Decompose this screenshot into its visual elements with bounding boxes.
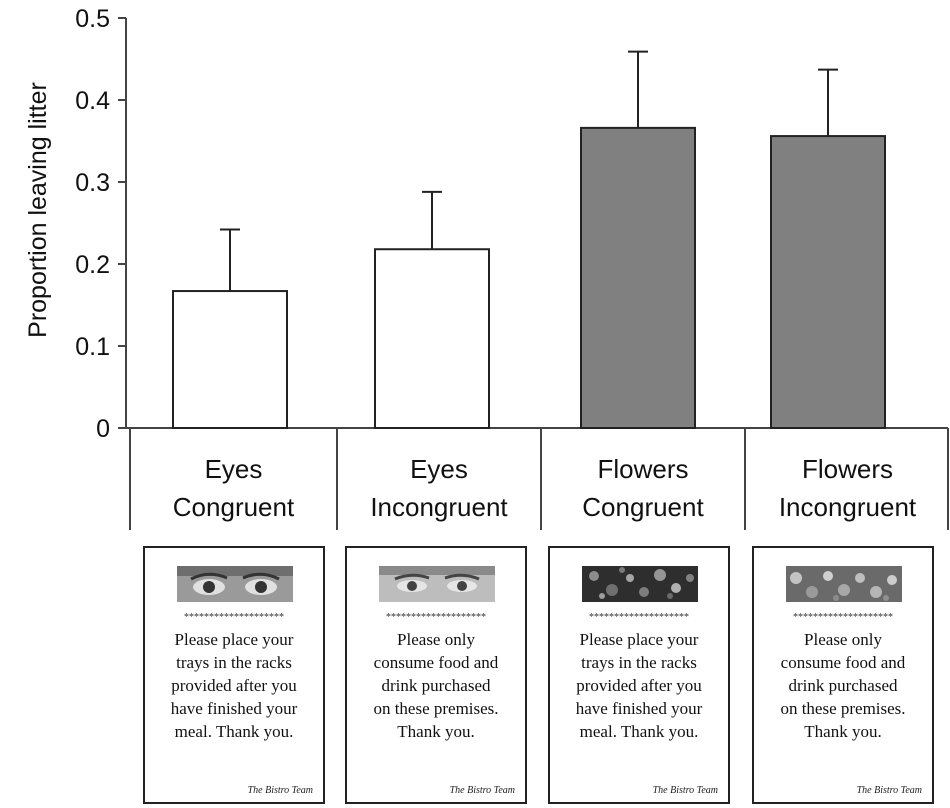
bar <box>173 291 287 428</box>
sign-text: Please only consume food and drink purch… <box>762 628 924 743</box>
category-line2: Incongruent <box>337 488 541 526</box>
category-label: Flowers Incongruent <box>745 450 950 526</box>
y-tick-label: 0.4 <box>75 87 110 115</box>
sign-signature: The Bistro Team <box>248 785 313 796</box>
sign-text: Please place your trays in the racks pro… <box>558 628 720 743</box>
flowers-photo <box>786 566 902 602</box>
category-line1: Flowers <box>541 450 745 488</box>
bar <box>581 128 695 428</box>
sign-signature: The Bistro Team <box>857 785 922 796</box>
y-tick-label: 0.1 <box>75 333 110 361</box>
stars-divider: ******************** <box>347 612 525 623</box>
category-label: Flowers Congruent <box>541 450 745 526</box>
eyes-photo <box>379 566 495 602</box>
y-tick-label: 0.2 <box>75 251 110 279</box>
eyes-photo <box>177 566 293 602</box>
category-label: Eyes Incongruent <box>337 450 541 526</box>
flowers-photo <box>582 566 698 602</box>
sign-card: ******************** Please only consume… <box>752 546 934 804</box>
bar <box>771 136 885 428</box>
category-line1: Flowers <box>745 450 950 488</box>
y-tick-label: 0.5 <box>75 5 110 33</box>
bar <box>375 249 489 428</box>
category-label: Eyes Congruent <box>130 450 337 526</box>
category-line1: Eyes <box>337 450 541 488</box>
category-line2: Congruent <box>541 488 745 526</box>
category-line2: Congruent <box>130 488 337 526</box>
sign-signature: The Bistro Team <box>450 785 515 796</box>
y-tick-label: 0 <box>96 415 110 443</box>
category-line1: Eyes <box>130 450 337 488</box>
stars-divider: ******************** <box>145 612 323 623</box>
stars-divider: ******************** <box>550 612 728 623</box>
y-axis-label: Proportion leaving litter <box>24 82 52 338</box>
y-ticks: 0 0.1 0.2 0.3 0.4 0.5 <box>75 5 126 443</box>
y-tick-label: 0.3 <box>75 169 110 197</box>
sign-card: ******************** Please place your t… <box>143 546 325 804</box>
sign-text: Please place your trays in the racks pro… <box>153 628 315 743</box>
sign-card: ******************** Please only consume… <box>345 546 527 804</box>
bars <box>173 52 885 428</box>
stars-divider: ******************** <box>754 612 932 623</box>
category-line2: Incongruent <box>745 488 950 526</box>
sign-text: Please only consume food and drink purch… <box>355 628 517 743</box>
sign-card: ******************** Please place your t… <box>548 546 730 804</box>
sign-signature: The Bistro Team <box>653 785 718 796</box>
